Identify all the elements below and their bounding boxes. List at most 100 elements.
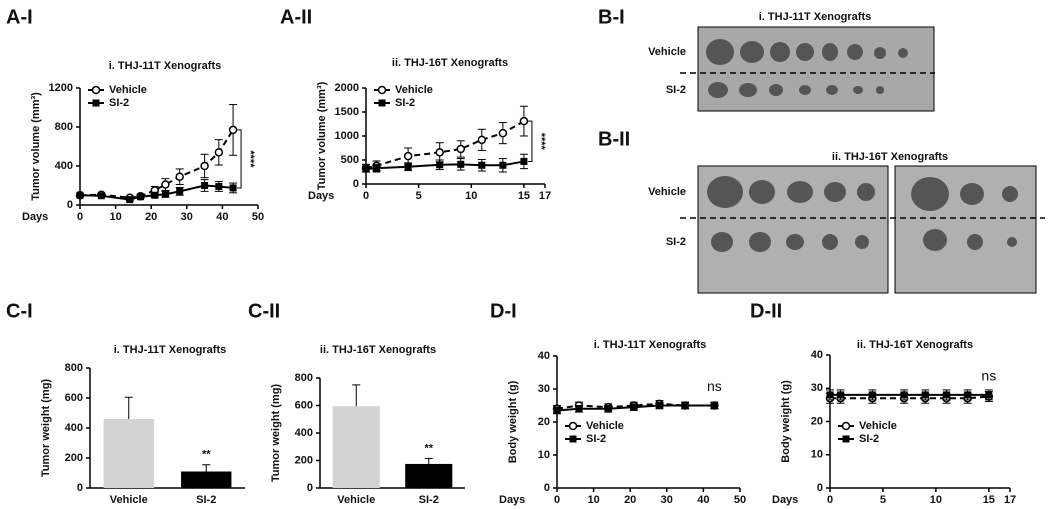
marker: [837, 391, 845, 399]
y-axis-label: Tumor volume (mm³): [30, 92, 42, 201]
x-tick-label: Vehicle: [337, 494, 375, 506]
x-tick-label: 15: [983, 494, 995, 506]
panel-label: D-II: [750, 300, 782, 322]
y-tick-label: 500: [341, 154, 359, 166]
chart-title: i. THJ-11T Xenografts: [109, 60, 221, 72]
x-tick-label: 0: [827, 494, 833, 506]
legend-label: SI-2: [395, 97, 415, 109]
series-line: [79, 184, 234, 201]
x-tick-label: Vehicle: [110, 494, 148, 506]
series-line: [365, 120, 525, 170]
x-tick-label: 17: [1004, 494, 1016, 506]
x-tick-label: 50: [252, 211, 264, 223]
x-axis-label: Days: [308, 190, 334, 202]
photo-title: i. THJ-11T Xenografts: [759, 11, 871, 23]
marker: [655, 402, 663, 409]
marker: [176, 187, 184, 195]
marker: [499, 161, 507, 169]
x-tick-label: 10: [465, 190, 477, 202]
legend-label: Vehicle: [586, 420, 624, 432]
photo-b2: B-II ii. THJ-16T Xenografts Vehicle SI-2: [598, 128, 1045, 294]
series-line: [365, 160, 525, 171]
y-axis-label: Body weight (g): [507, 380, 519, 463]
marker: [126, 196, 134, 204]
marker: [362, 165, 370, 173]
annotation: ****: [244, 150, 256, 168]
marker: [681, 402, 689, 409]
marker: [229, 184, 237, 192]
series-line: [79, 129, 234, 199]
legend-label: SI-2: [109, 97, 129, 109]
x-tick-label: 15: [518, 190, 530, 202]
y-tick-label: 400: [65, 422, 83, 434]
legend-label: Vehicle: [395, 84, 433, 96]
x-tick-label: 10: [109, 211, 121, 223]
chart-title: ii. THJ-16T Xenografts: [392, 57, 508, 69]
y-tick-label: 400: [295, 427, 313, 439]
y-tick-label: 400: [55, 160, 73, 172]
photo-b1: B-I i. THJ-11T Xenografts Vehicle SI-2: [598, 6, 935, 112]
y-tick-label: 40: [811, 349, 823, 361]
x-tick-label: 5: [416, 190, 422, 202]
x-tick-label: 20: [145, 211, 157, 223]
annotation: ****: [535, 133, 547, 151]
row-label: Vehicle: [648, 46, 686, 58]
legend-marker: [377, 85, 387, 95]
chart-title: i. THJ-11T Xenografts: [114, 344, 226, 356]
marker: [604, 405, 612, 413]
bracket: [527, 120, 533, 162]
legend-label: SI-2: [586, 433, 606, 445]
legend-marker: [91, 85, 101, 95]
x-tick-label: 40: [216, 211, 228, 223]
marker: [498, 128, 508, 138]
chart-title: ii. THJ-16T Xenografts: [320, 344, 436, 356]
annotation: ns: [981, 368, 996, 384]
y-tick-label: 40: [538, 350, 550, 362]
tumors: [707, 176, 1018, 252]
x-tick-label: 10: [587, 494, 599, 506]
row-label: SI-2: [666, 84, 686, 96]
marker: [519, 116, 529, 126]
marker: [630, 403, 638, 411]
y-tick-label: 0: [307, 482, 313, 494]
marker: [161, 180, 170, 189]
x-tick-label: SI-2: [419, 494, 439, 506]
legend-marker: [569, 435, 577, 443]
legend-label: SI-2: [859, 433, 879, 445]
marker: [137, 193, 145, 201]
marker: [710, 402, 718, 409]
bar: [405, 463, 453, 488]
bar: [103, 419, 154, 488]
x-tick-label: 10: [930, 494, 942, 506]
marker: [520, 157, 528, 165]
x-axis-label: Days: [499, 494, 525, 506]
legend-label: Vehicle: [109, 84, 147, 96]
chart: D-I i. THJ-11T Xenografts Body weight (g) 0…: [490, 300, 746, 506]
marker: [457, 160, 465, 168]
marker: [942, 391, 950, 399]
marker: [553, 406, 561, 414]
marker: [214, 148, 224, 157]
legend-marker: [378, 99, 386, 107]
y-tick-label: 1000: [335, 130, 359, 142]
panel-label: A-II: [280, 6, 312, 28]
photo: [697, 26, 935, 112]
panel-label: C-I: [6, 300, 33, 322]
panel-label: C-II: [248, 300, 280, 322]
y-tick-label: 1200: [49, 82, 73, 94]
y-tick-label: 20: [538, 416, 550, 428]
y-tick-label: 600: [65, 392, 83, 404]
marker: [228, 125, 238, 135]
marker: [964, 391, 972, 399]
y-tick-label: 0: [817, 482, 823, 494]
marker: [151, 191, 159, 199]
marker: [921, 391, 929, 399]
panel-label: A-I: [6, 6, 33, 28]
legend-marker: [841, 421, 851, 431]
x-tick-label: 30: [181, 211, 193, 223]
chart-title: ii. THJ-16T Xenografts: [857, 339, 973, 351]
y-tick-label: 0: [544, 482, 550, 494]
y-tick-label: 10: [811, 449, 823, 461]
x-tick-label: 50: [734, 494, 746, 506]
